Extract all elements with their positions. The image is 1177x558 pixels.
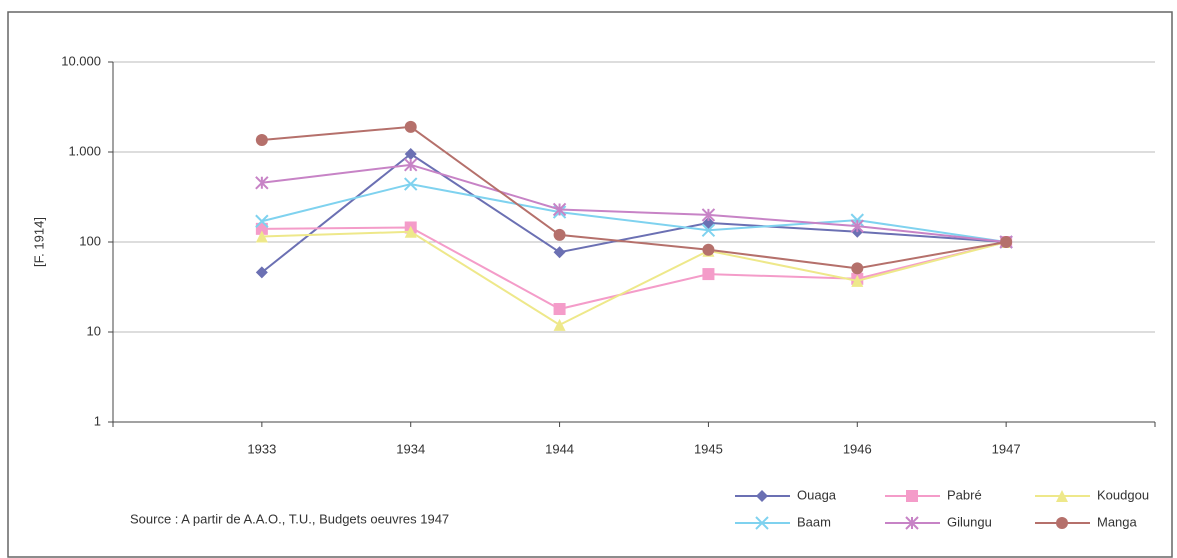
legend-label: Gilungu: [947, 514, 992, 529]
marker: [850, 213, 864, 227]
marker: [756, 490, 768, 502]
series-line: [261, 230, 1007, 327]
series-line: [261, 125, 1007, 270]
y-tick-label: 100: [79, 233, 101, 248]
x-tick-label: 1945: [694, 441, 723, 456]
marker: [1056, 517, 1068, 529]
marker: [1056, 490, 1068, 502]
marker: [553, 303, 566, 316]
marker: [552, 202, 567, 217]
marker: [404, 120, 417, 133]
marker: [255, 230, 268, 243]
series-line: [261, 183, 1007, 243]
legend-label: Manga: [1097, 514, 1138, 529]
legend-label: Koudgou: [1097, 487, 1149, 502]
x-tick-label: 1934: [396, 441, 425, 456]
series-line: [261, 163, 1007, 243]
source-note: Source : A partir de A.A.O., T.U., Budge…: [130, 511, 449, 526]
marker: [850, 219, 864, 233]
x-tick-label: 1946: [843, 441, 872, 456]
y-tick-label: 10.000: [61, 53, 101, 68]
series-line: [261, 226, 1007, 311]
marker: [701, 223, 716, 237]
legend-label: Ouaga: [797, 487, 837, 502]
marker: [1000, 236, 1013, 248]
marker: [255, 176, 269, 190]
chart-frame: [7, 11, 1173, 558]
marker: [702, 243, 715, 256]
y-tick-label: 10: [87, 323, 101, 338]
legend-label: Baam: [797, 514, 831, 529]
marker: [255, 214, 269, 228]
legend-label: Pabré: [947, 487, 982, 502]
x-tick-label: 1944: [545, 441, 574, 456]
marker: [701, 208, 716, 222]
y-tick-label: 1.000: [68, 143, 101, 158]
marker: [404, 225, 417, 238]
marker: [906, 490, 918, 502]
y-tick-label: 1: [94, 413, 101, 428]
marker: [255, 222, 268, 235]
marker: [851, 262, 864, 275]
marker: [404, 148, 417, 161]
x-tick-label: 1933: [247, 441, 276, 456]
marker: [404, 158, 418, 172]
marker: [755, 516, 769, 530]
marker: [404, 177, 418, 191]
marker: [255, 266, 268, 279]
marker: [553, 318, 566, 331]
marker: [905, 516, 919, 530]
series-line: [261, 152, 1007, 274]
marker: [553, 246, 566, 259]
x-tick-label: 1947: [992, 441, 1021, 456]
marker: [255, 133, 268, 146]
marker: [851, 274, 864, 287]
marker: [553, 228, 566, 241]
marker: [702, 268, 715, 281]
y-axis-label: [F. 1914]: [31, 217, 46, 267]
